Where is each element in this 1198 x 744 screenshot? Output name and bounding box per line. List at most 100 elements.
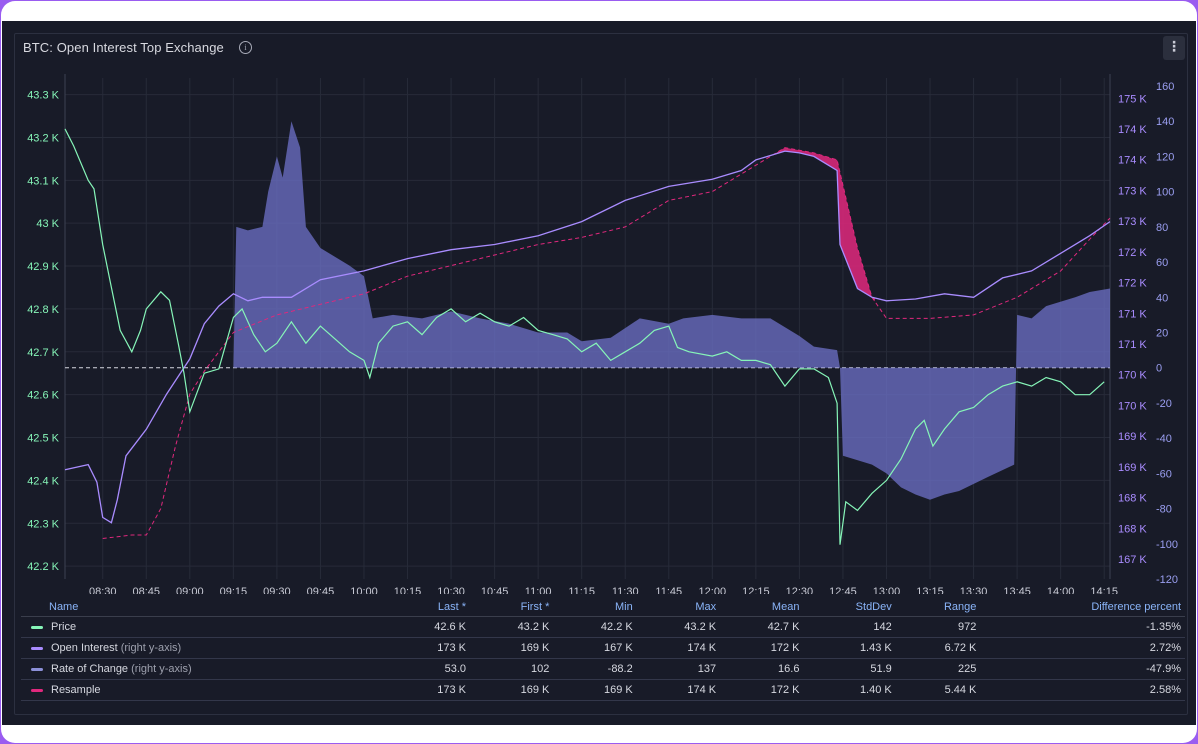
right-oi-tick-label: 172 K [1118, 247, 1147, 259]
legend-header-8[interactable]: Difference percent [980, 597, 1185, 617]
x-tick-label: 13:30 [960, 586, 988, 594]
right-roc-tick-label: 60 [1156, 257, 1168, 269]
left-tick-label: 43.1 K [27, 175, 59, 187]
legend-value: 42.6 K [386, 616, 471, 638]
legend-row[interactable]: Rate of Change (right y-axis) 53.0 102 -88.… [21, 658, 1185, 680]
legend-value: 174 K [636, 637, 721, 659]
legend-header-0[interactable]: Name [21, 597, 387, 617]
legend-value: 172 K [720, 679, 804, 701]
right-oi-tick-label: 171 K [1118, 308, 1147, 320]
right-roc-tick-label: 160 [1156, 81, 1174, 93]
x-tick-label: 11:00 [525, 586, 552, 594]
legend-value: 42.7 K [720, 616, 804, 638]
legend-value: 16.6 [720, 658, 804, 680]
price-line [64, 128, 1105, 545]
legend-label: Resample [51, 684, 101, 696]
legend-value: 169 K [553, 679, 637, 701]
x-tick-label: 08:45 [133, 586, 161, 594]
grid-lines [64, 74, 1111, 579]
legend-label: Price [51, 621, 77, 633]
legend-value: 1.40 K [803, 679, 896, 701]
kebab-menu-icon[interactable]: ⋮ [1163, 36, 1185, 60]
right-roc-tick-label: 80 [1156, 222, 1168, 234]
right-roc-tick-label: -40 [1156, 433, 1172, 445]
legend-axis-note: (right y-axis) [117, 642, 182, 654]
legend-series-name[interactable]: Resample [21, 679, 387, 701]
legend-header-7[interactable]: Range [895, 597, 981, 617]
x-tick-label: 14:00 [1047, 586, 1075, 594]
right-roc-tick-label: 140 [1156, 116, 1174, 128]
x-tick-label: 12:15 [742, 586, 770, 594]
legend-header-6[interactable]: StdDev [803, 597, 896, 617]
legend-value: 173 K [386, 679, 471, 701]
right-oi-tick-label: 172 K [1118, 278, 1147, 290]
right-roc-tick-label: -120 [1156, 574, 1178, 586]
right-roc-tick-label: 0 [1156, 363, 1162, 375]
legend-value: 169 K [470, 679, 554, 701]
x-tick-label: 08:30 [89, 586, 117, 594]
legend-value: 225 [895, 658, 981, 680]
legend-value: 2.58% [980, 679, 1185, 701]
left-y-axis: 42.2 K 42.3 K 42.4 K 42.5 K 42.6 K 42.7 K 42.8… [27, 90, 59, 574]
legend-swatch [31, 625, 43, 629]
left-tick-label: 43.3 K [27, 90, 59, 102]
x-tick-label: 13:00 [873, 586, 901, 594]
x-tick-label: 13:45 [1003, 586, 1031, 594]
left-tick-label: 42.5 K [27, 433, 59, 445]
legend-swatch [31, 646, 43, 650]
right-oi-tick-label: 174 K [1118, 155, 1147, 167]
left-tick-label: 42.3 K [27, 518, 59, 530]
legend-row[interactable]: Price 42.6 K 43.2 K 42.2 K 43.2 K 42.7 K 142 97… [21, 616, 1185, 638]
x-tick-label: 11:45 [655, 586, 682, 594]
legend-swatch [31, 688, 43, 692]
right-roc-tick-label: -100 [1156, 539, 1178, 551]
legend-axis-note: (right y-axis) [128, 663, 192, 675]
legend-value: -1.35% [980, 616, 1185, 638]
right-oi-tick-label: 174 K [1118, 124, 1147, 136]
legend-value: 42.2 K [553, 616, 637, 638]
legend-value: 169 K [470, 637, 554, 659]
legend-value: 43.2 K [636, 616, 721, 638]
legend-value: 53.0 [386, 658, 471, 680]
left-tick-label: 43 K [36, 218, 59, 230]
x-tick-label: 09:45 [307, 586, 335, 594]
legend-header-5[interactable]: Mean [720, 597, 804, 617]
legend-series-name[interactable]: Open Interest (right y-axis) [21, 637, 387, 659]
legend-header-2[interactable]: First * [470, 597, 554, 617]
left-tick-label: 42.7 K [27, 347, 59, 359]
left-tick-label: 42.4 K [27, 475, 59, 487]
rate-of-change-area [233, 121, 1111, 500]
right-roc-tick-label: 100 [1156, 187, 1174, 199]
right-oi-tick-label: 169 K [1118, 462, 1147, 474]
legend-header-4[interactable]: Max [636, 597, 721, 617]
legend-value: 972 [895, 616, 981, 638]
legend-value: -47.9% [980, 658, 1185, 680]
legend-header-3[interactable]: Min [553, 597, 637, 617]
right-oi-tick-label: 175 K [1118, 93, 1147, 105]
legend-value: 1.43 K [803, 637, 896, 659]
legend-series-name[interactable]: Rate of Change (right y-axis) [21, 658, 387, 680]
legend-series-name[interactable]: Price [21, 616, 387, 638]
panel-title: BTC: Open Interest Top Exchange [23, 40, 224, 55]
left-tick-label: 43.2 K [27, 132, 59, 144]
legend-header-1[interactable]: Last * [386, 597, 471, 617]
legend-header-row: Name Last * First * Min Max Mean StdDev Range Di… [21, 597, 1185, 617]
right-oi-tick-label: 168 K [1118, 493, 1147, 505]
left-tick-label: 42.6 K [27, 390, 59, 402]
right-oi-tick-label: 169 K [1118, 431, 1147, 443]
right-oi-tick-label: 173 K [1118, 185, 1147, 197]
info-icon[interactable]: i [239, 41, 252, 54]
chart-panel: BTC: Open Interest Top Exchange i ⋮ 42.2… [14, 33, 1188, 715]
legend-value: 174 K [636, 679, 721, 701]
legend-value: -88.2 [553, 658, 637, 680]
left-tick-label: 42.2 K [27, 561, 59, 573]
legend-row[interactable]: Open Interest (right y-axis) 173 K 169 K 16… [21, 637, 1185, 659]
x-tick-label: 11:30 [612, 586, 639, 594]
right-oi-tick-label: 168 K [1118, 523, 1147, 535]
right-roc-tick-label: 120 [1156, 151, 1174, 163]
x-tick-label: 09:00 [176, 586, 204, 594]
x-axis: 08:30 08:45 09:00 09:15 09:30 09:45 10:00 10:15… [89, 586, 1118, 594]
right-roc-tick-label: -60 [1156, 468, 1172, 480]
right-roc-tick-label: -80 [1156, 504, 1172, 516]
